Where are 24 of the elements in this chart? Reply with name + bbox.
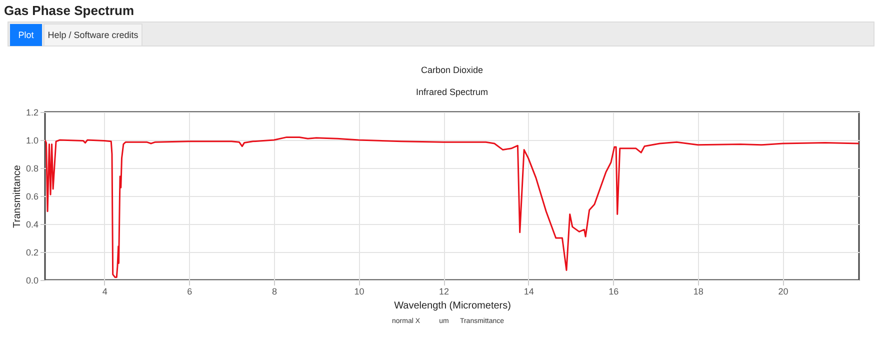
y-tick-label: 0.6 [26, 192, 38, 202]
y-tick-label: 1.2 [26, 108, 38, 118]
line-series [45, 136, 859, 278]
text: Plot [18, 30, 34, 40]
x-tick-label: 18 [693, 286, 704, 296]
y-tick-label: 0.4 [26, 220, 38, 230]
x-axis-title: Wavelength (Micrometers) [394, 300, 511, 312]
x-tick-label: 20 [778, 286, 788, 296]
y-tick-label: 0.0 [26, 276, 38, 286]
x-tick-label: 16 [608, 286, 619, 296]
x-tick-label: 10 [354, 286, 364, 296]
y-axis-title: Transmittance [12, 164, 23, 228]
x-tick-label: 6 [187, 286, 192, 296]
x-tick-label: 8 [272, 286, 277, 296]
y-tick-label: 0.2 [26, 248, 38, 258]
x-tick-label: 4 [102, 286, 108, 296]
x-tick-label: 12 [439, 286, 450, 296]
chart-title: Gas Phase Spectrum [4, 3, 134, 18]
text: Help / Software credits [48, 30, 139, 40]
y-tick-label: 1.0 [26, 136, 38, 146]
chart-subtitle: Carbon Dioxide [420, 65, 484, 75]
y-tick-label: 0.8 [26, 164, 38, 174]
x-tick-label: 14 [524, 286, 534, 296]
text: Infrared Spectrum [416, 87, 488, 97]
